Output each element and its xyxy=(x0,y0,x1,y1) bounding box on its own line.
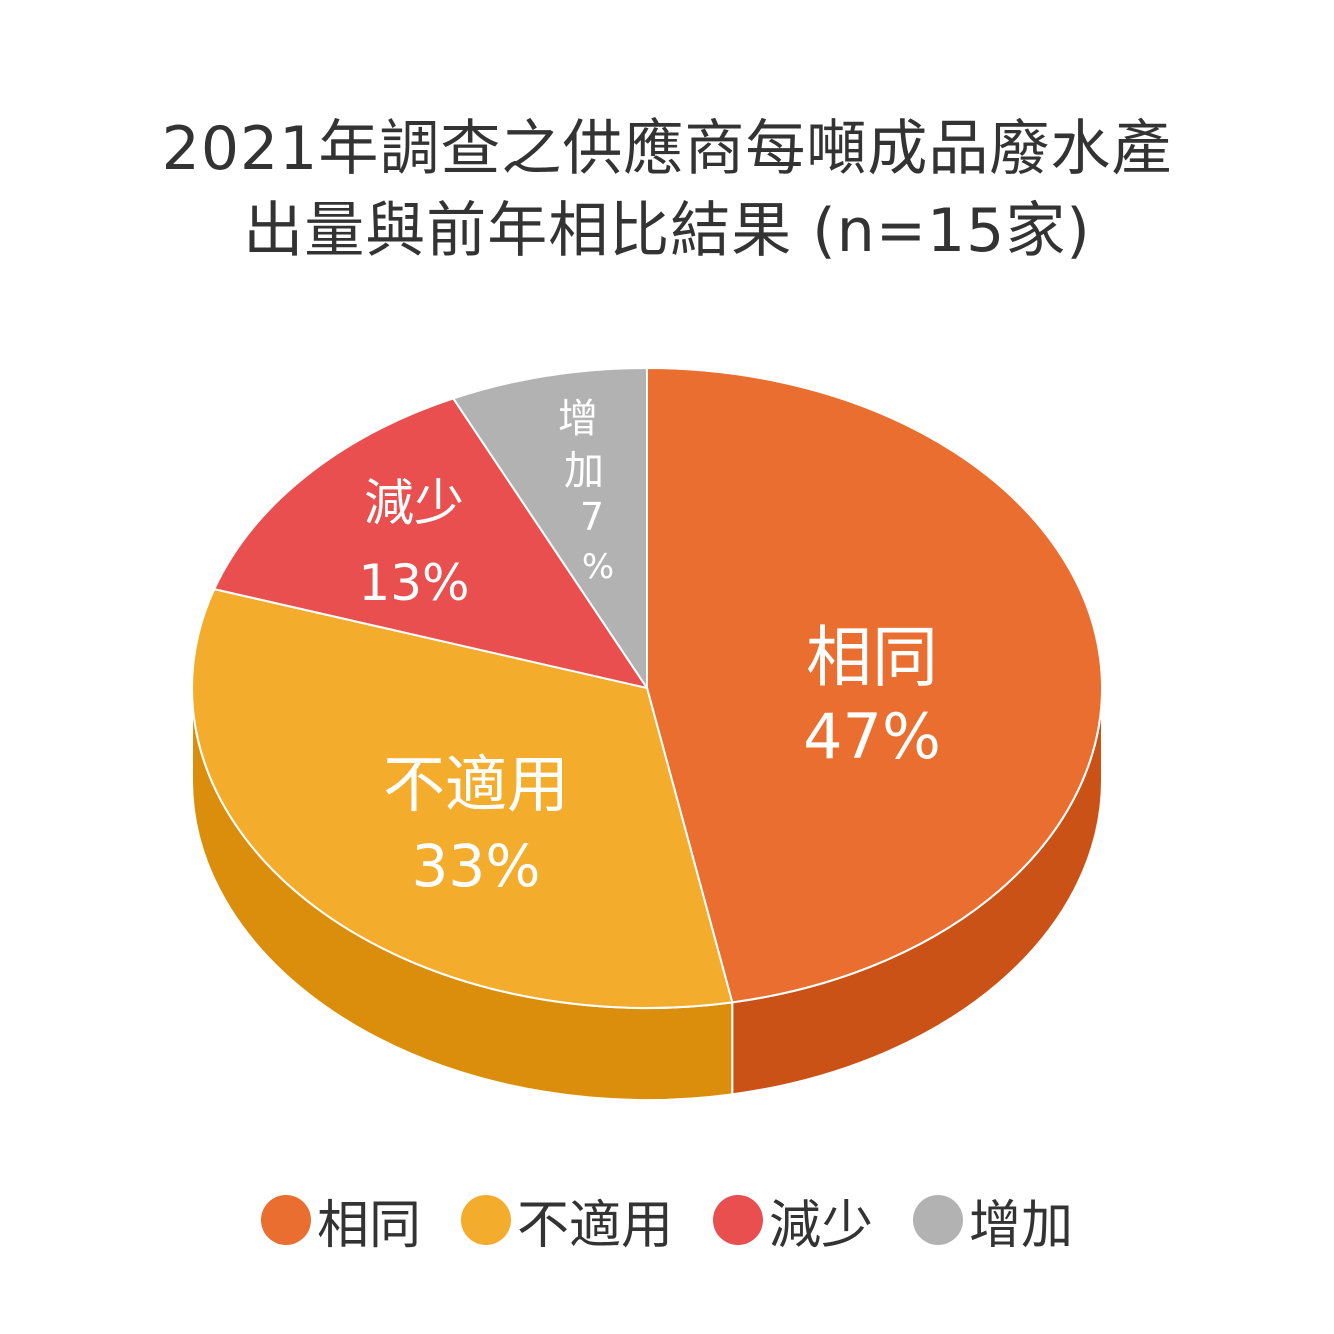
chart-title: 2021年調查之供應商每噸成品廢水產 出量與前年相比結果 (n=15家) xyxy=(0,108,1334,272)
slice-label-digit-3: 7 xyxy=(580,495,604,539)
legend-swatch-same xyxy=(260,1195,311,1245)
legend-item-same: 相同 xyxy=(260,1183,421,1258)
slice-label-percent-3: % xyxy=(582,547,614,587)
pie-slice-3 xyxy=(452,367,648,689)
legend-swatch-increase xyxy=(913,1195,964,1245)
chart-title-line-1: 2021年調查之供應商每噸成品廢水產 xyxy=(161,114,1173,184)
slice-label-value-0: 47% xyxy=(803,700,941,773)
chart-legend: 相同 不適用 減少 增加 xyxy=(0,1180,1334,1260)
legend-label-increase: 增加 xyxy=(969,1195,1074,1256)
legend-item-not-applicable: 不適用 xyxy=(460,1183,673,1258)
legend-label-not-applicable: 不適用 xyxy=(516,1195,673,1256)
legend-item-decrease: 減少 xyxy=(713,1183,873,1258)
slice-label-name-0: 相同 xyxy=(806,619,938,696)
legend-item-increase: 增加 xyxy=(913,1183,1073,1258)
slice-label-char-3b: 加 xyxy=(564,448,604,494)
pie-slice-1 xyxy=(191,588,734,1009)
legend-label-decrease: 減少 xyxy=(769,1195,874,1256)
legend-label-same: 相同 xyxy=(316,1195,421,1256)
slice-label-value-1: 33% xyxy=(412,832,541,900)
chart-title-line-2: 出量與前年相比結果 (n=15家) xyxy=(243,196,1091,266)
pie-slice-0 xyxy=(646,367,1103,1004)
pie-slice-2 xyxy=(213,397,648,689)
slice-label-char-3a: 增 xyxy=(558,396,598,442)
slice-label-name-2: 減少 xyxy=(364,474,464,532)
legend-swatch-decrease xyxy=(713,1195,763,1245)
legend-swatch-not-applicable xyxy=(460,1195,511,1245)
slice-label-name-1: 不適用 xyxy=(383,748,569,821)
slice-label-value-2: 13% xyxy=(358,554,469,612)
